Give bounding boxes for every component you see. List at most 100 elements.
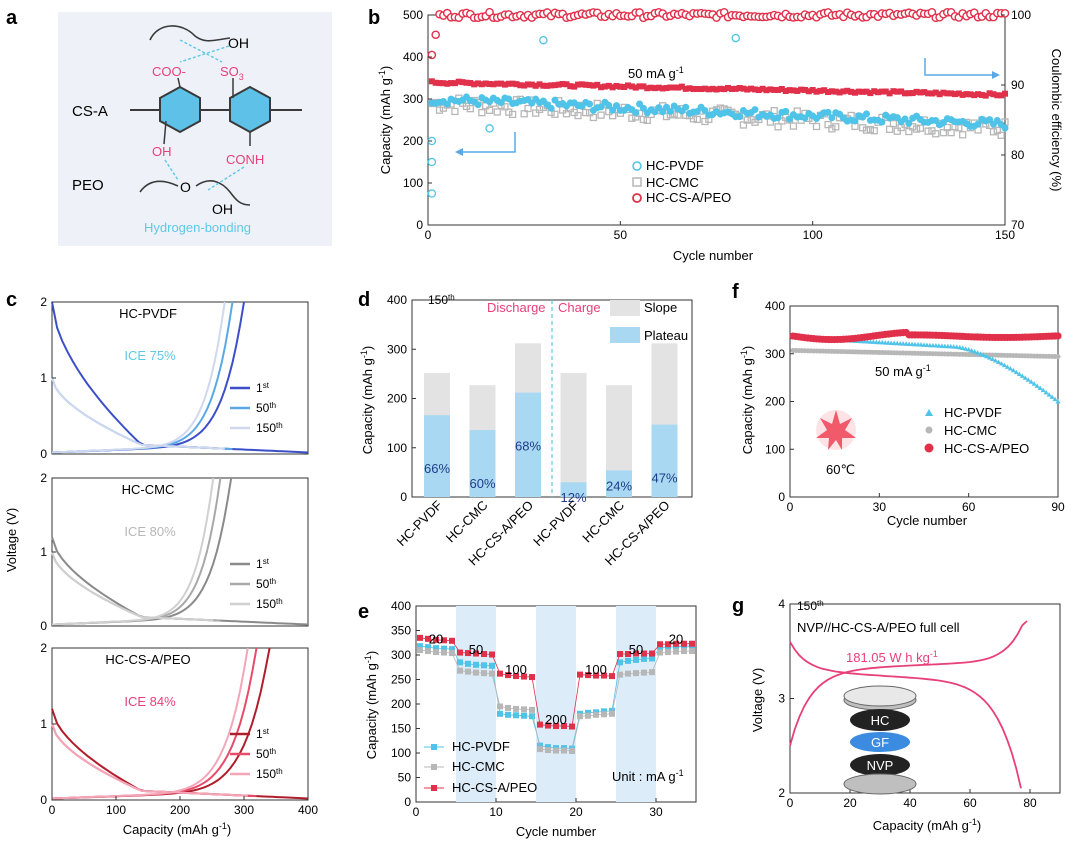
legend-marker-cmc [632, 177, 642, 187]
cs-capacity-point [590, 82, 597, 89]
cmc-rate-point [537, 746, 543, 753]
cs-capacity-point [594, 81, 601, 88]
pvdf-capacity-point [1040, 387, 1046, 393]
cmc-capacity-point [451, 107, 459, 116]
cmc-capacity-point [866, 125, 875, 134]
x-axis-g-tick-label: 80 [1023, 796, 1037, 810]
pvdf-rate-point [649, 655, 655, 662]
sun-icon [816, 410, 856, 450]
cmc-capacity-point [824, 120, 832, 129]
cs-capacity-point [828, 88, 835, 95]
cmc-capacity-point [693, 115, 701, 124]
pvdf-capacity-point [1022, 375, 1028, 380]
y2-axis-label-b: Coulombic efficiency (%) [1049, 49, 1064, 192]
pvdf-capacity-point [957, 344, 963, 350]
charge-curve [51, 477, 233, 626]
y-axis-d-tick-label: 300 [387, 342, 407, 356]
y-axis-label-c: Voltage (V) [4, 508, 19, 572]
cs-capacity-point [967, 91, 974, 98]
cmc-rate-point [561, 747, 567, 754]
pvdf-capacity-point [1010, 367, 1016, 373]
cs-capacity-point [882, 88, 889, 95]
y-axis-f-tick-label: 300 [765, 347, 785, 361]
cs-rate-point [689, 640, 695, 647]
y-axis-e-tick-label: 50 [398, 771, 412, 785]
pvdf-capacity-point [505, 95, 513, 103]
cs-capacity-point [513, 81, 520, 88]
diagram-background [58, 12, 332, 246]
pvdf-rate-point [537, 742, 543, 749]
cs-capacity-point [913, 88, 920, 95]
pvdf-capacity-point [609, 106, 617, 114]
cmc-capacity-point [532, 109, 540, 117]
cs-capacity-point [990, 91, 997, 98]
cmc-capacity-point [832, 123, 840, 131]
cs-capacity-point [617, 83, 624, 90]
panel-label-b: b [368, 7, 380, 29]
percent-label: 47% [651, 471, 677, 486]
ice-label: ICE 75% [124, 348, 176, 363]
panel-label-d: d [358, 289, 370, 311]
legend-label-cs: HC-CS-A/PEO [646, 190, 731, 205]
pvdf-capacity-point [1001, 362, 1007, 368]
pvdf-capacity-point [969, 347, 975, 353]
pvdf-rate-point [657, 644, 663, 651]
legend-marker-cmc-e [431, 764, 437, 770]
cs-rate-point [665, 641, 671, 648]
legend-label: 1st [256, 557, 270, 571]
cs-capacity-point [709, 85, 716, 92]
cmc-capacity-point [435, 106, 444, 114]
cs-capacity-point [444, 80, 451, 87]
outlier-point [539, 35, 548, 45]
cmc-capacity-point [893, 127, 901, 135]
cs-capacity-point [671, 84, 678, 91]
pvdf-rate-point [497, 710, 503, 717]
cs-capacity-point [636, 83, 643, 90]
cmc-rate-point [609, 710, 615, 717]
cs-capacity-point [840, 88, 847, 95]
cs-capacity-point [836, 89, 843, 96]
cs-capacity-point [786, 87, 793, 94]
cs-capacity-point [875, 89, 882, 96]
pvdf-capacity-point [1007, 366, 1013, 371]
legend-label-cmc-f: HC-CMC [944, 423, 997, 438]
cs-capacity-point [905, 90, 912, 97]
cmc-capacity-point [943, 123, 951, 132]
cs-rate-point [497, 670, 503, 677]
x-axis-f-tick-label: 0 [787, 500, 794, 514]
y-axis-b-tick-label: 400 [403, 50, 423, 64]
cmc-rate-point [577, 713, 583, 720]
cell-label-g: NVP//HC-CS-A/PEO full cell [797, 620, 960, 635]
pvdf-capacity-point [474, 101, 482, 109]
cmc-rate-point [433, 649, 439, 656]
hbond-line [179, 39, 223, 63]
pvdf-rate-point [633, 656, 639, 663]
cs-rate-point [673, 640, 679, 647]
pvdf-capacity-point [974, 120, 982, 128]
pvdf-rate-point [425, 644, 431, 651]
capacity-series-f [789, 328, 1062, 404]
cs-rate-point [569, 723, 575, 730]
cs-capacity-point [544, 82, 551, 89]
cs-capacity-point [482, 80, 489, 87]
cmc-rate-point [569, 748, 575, 755]
panel-label-f: f [732, 281, 739, 303]
y-axis-e-tick-label: 0 [404, 795, 411, 809]
cs-rate-point [641, 650, 647, 657]
cycle-label-d: 150th [428, 293, 455, 307]
cs-capacity-point [844, 87, 851, 94]
pvdf-capacity-point [774, 114, 782, 122]
y-axis-label-d: Capacity (mAh g-1) [359, 346, 375, 454]
bond-oh [163, 120, 167, 145]
cs-capacity-point [678, 83, 685, 90]
cmc-capacity-point [947, 128, 955, 137]
cmc-rate-point [417, 647, 423, 654]
legend-e: HC-PVDF HC-CMC HC-CS-A/PEO [424, 739, 537, 795]
subplot-0: HC-PVDF ICE 75% 1st 50th 150th 0 1 2 [40, 295, 309, 461]
rate-series-e [417, 634, 695, 755]
cs-capacity-point [940, 89, 947, 96]
cs-rate-point [441, 637, 447, 644]
y-axis-e-tick-label: 200 [391, 697, 411, 711]
cmc-rate-point [649, 669, 655, 676]
